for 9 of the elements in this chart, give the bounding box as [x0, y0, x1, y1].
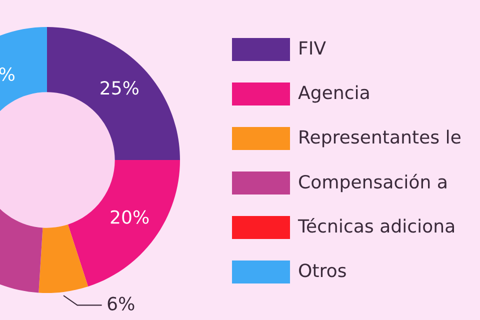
- legend-label: Agencia: [298, 85, 369, 103]
- data-label: 6%: [108, 296, 134, 310]
- legend-label: FIV: [300, 41, 326, 54]
- legend-label: Otros: [299, 264, 346, 278]
- legend-label: Representantes le: [300, 130, 460, 148]
- data-label: 25%: [100, 81, 138, 95]
- data-label: 20%: [110, 210, 149, 224]
- legend-label: Técnicas adiciona: [298, 218, 454, 233]
- legend-label: Compensación a: [299, 174, 446, 192]
